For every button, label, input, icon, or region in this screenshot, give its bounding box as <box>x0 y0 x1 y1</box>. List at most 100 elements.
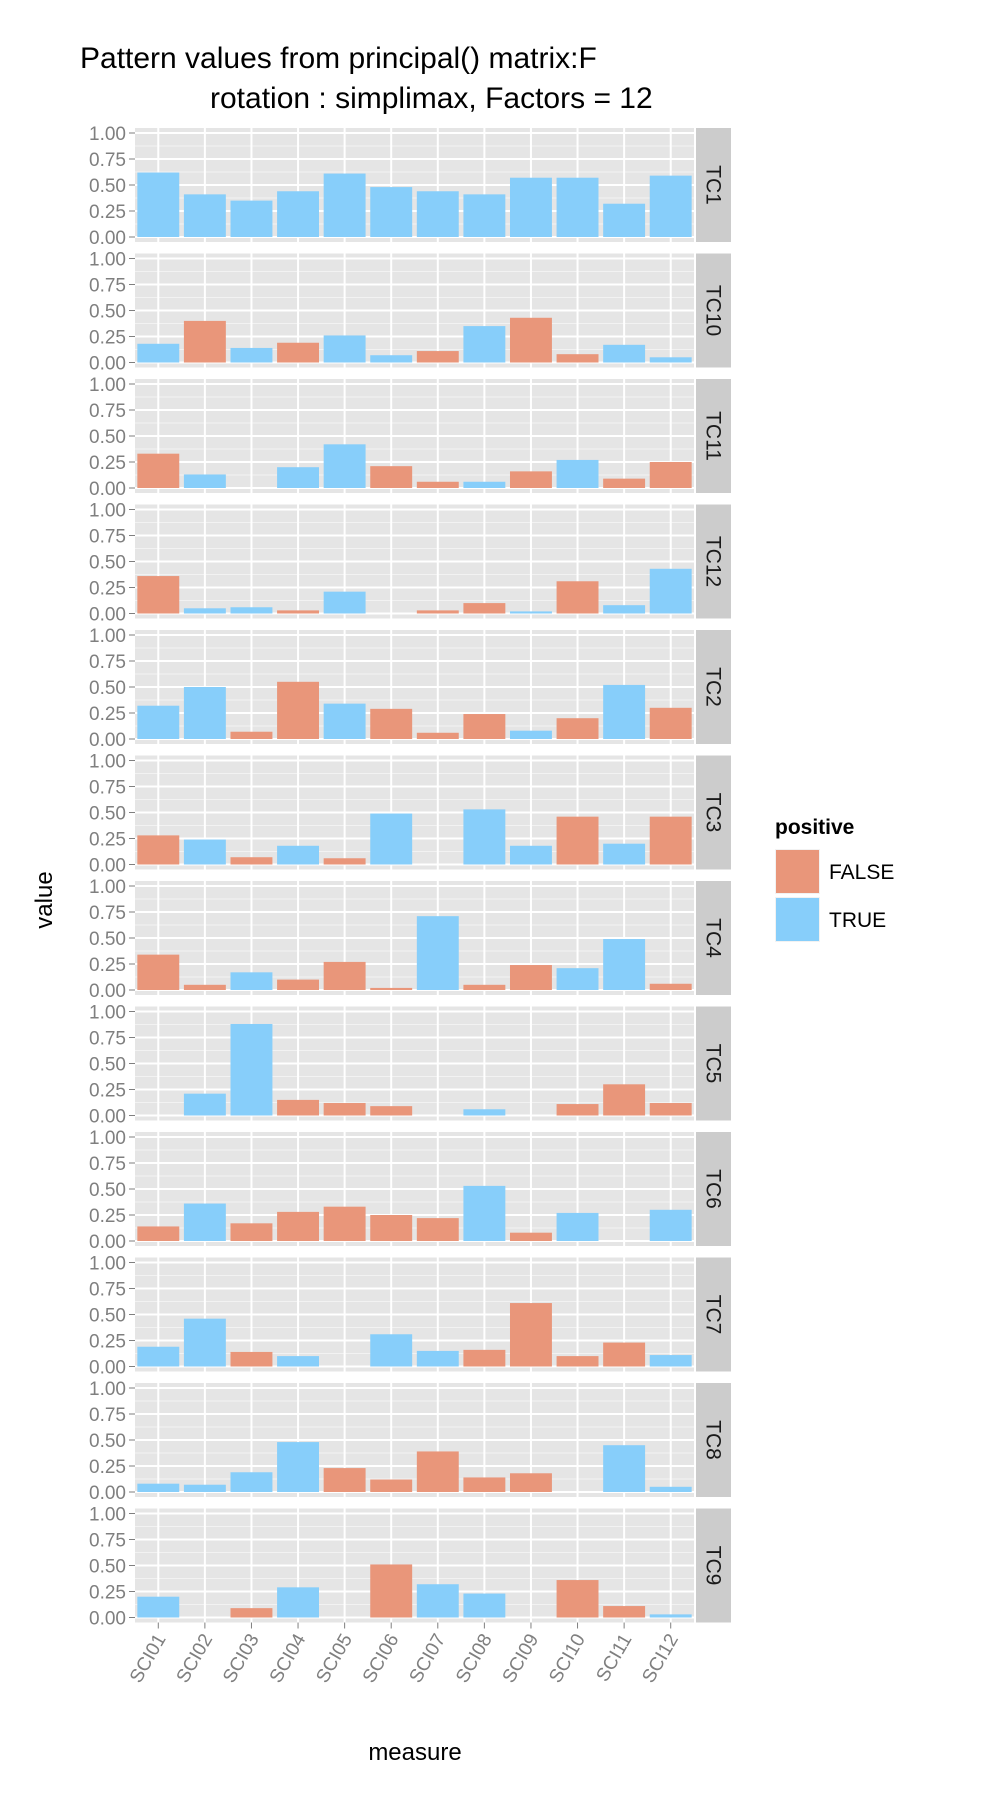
y-tick-label: 1.00 <box>89 1505 126 1526</box>
bar-tc1-sci03 <box>230 200 273 237</box>
facet-strip <box>696 128 731 242</box>
bar-tc11-sci08 <box>463 481 506 488</box>
x-tick-label: SCI09 <box>499 1631 544 1687</box>
bar-tc2-sci07 <box>416 732 459 739</box>
facet-panel-tc4: 0.00 0.25 0.50 0.75 1.00 TC4 <box>89 877 731 1002</box>
bar-tc9-sci01 <box>137 1596 180 1618</box>
y-axis-label: value <box>31 871 58 928</box>
bar-tc8-sci12 <box>649 1486 692 1492</box>
bar-tc1-sci11 <box>603 203 646 237</box>
y-tick-label: 0.00 <box>89 354 126 375</box>
bar-tc7-sci09 <box>509 1303 552 1367</box>
facet-strip <box>696 1006 731 1121</box>
y-tick-label: 0.00 <box>89 228 126 249</box>
x-tick-label: SCI07 <box>406 1631 451 1687</box>
facet-strip-label: TC12 <box>702 536 725 587</box>
y-tick-label: 0.25 <box>89 1332 126 1353</box>
chart-title-line2: rotation : simplimax, Factors = 12 <box>210 82 653 115</box>
legend-item-label: TRUE <box>829 909 886 932</box>
x-axis-label: measure <box>368 1739 461 1766</box>
y-tick-label: 0.75 <box>89 1531 126 1552</box>
y-tick-label: 0.75 <box>89 652 126 673</box>
bar-tc10-sci04 <box>277 342 320 363</box>
bar-tc11-sci09 <box>509 471 552 488</box>
bar-tc2-sci04 <box>277 681 320 739</box>
y-tick-label: 0.75 <box>89 401 126 422</box>
bar-tc3-sci06 <box>370 813 413 865</box>
bar-tc8-sci06 <box>370 1479 413 1492</box>
y-tick-label: 0.75 <box>89 276 126 297</box>
facet-strip <box>696 1132 731 1246</box>
y-tick-label: 0.25 <box>89 1583 126 1604</box>
bar-tc4-sci08 <box>463 984 506 990</box>
facet-strip-label: TC6 <box>702 1169 725 1209</box>
legend-title: positive <box>775 816 854 839</box>
facet-strip-label: TC3 <box>702 793 725 833</box>
y-tick-label: 0.50 <box>89 427 126 448</box>
bar-tc1-sci01 <box>137 172 180 237</box>
y-tick-label: 0.50 <box>89 1557 126 1578</box>
y-tick-label: 0.50 <box>89 302 126 323</box>
bar-tc10-sci01 <box>137 343 180 363</box>
bar-tc8-sci03 <box>230 1472 273 1492</box>
facet-strip-label: TC1 <box>702 165 725 205</box>
y-tick-label: 0.00 <box>89 1609 126 1630</box>
bar-tc6-sci09 <box>509 1232 552 1241</box>
y-tick-label: 0.00 <box>89 730 126 751</box>
bar-tc10-sci03 <box>230 347 273 363</box>
y-tick-label: 0.50 <box>89 1431 126 1452</box>
facet-panel-tc6: 0.00 0.25 0.50 0.75 1.00 TC6 <box>89 1128 731 1253</box>
bar-tc11-sci01 <box>137 453 180 488</box>
y-tick-label: 0.75 <box>89 1029 126 1050</box>
bar-tc1-sci09 <box>509 177 552 237</box>
bar-tc9-sci08 <box>463 1593 506 1618</box>
facet-panel-tc10: 0.00 0.25 0.50 0.75 1.00 TC10 <box>89 250 731 375</box>
bar-tc10-sci12 <box>649 357 692 363</box>
bar-tc5-sci03 <box>230 1023 273 1116</box>
y-tick-label: 0.25 <box>89 704 126 725</box>
y-tick-label: 0.75 <box>89 527 126 548</box>
y-tick-label: 0.25 <box>89 202 126 223</box>
bar-tc5-sci11 <box>603 1084 646 1116</box>
y-tick-label: 0.00 <box>89 1107 126 1128</box>
bar-tc5-sci04 <box>277 1099 320 1116</box>
bar-tc6-sci10 <box>556 1212 599 1241</box>
y-tick-label: 1.00 <box>89 501 126 522</box>
legend-item-label: FALSE <box>829 861 894 884</box>
bar-tc10-sci11 <box>603 344 646 363</box>
bar-tc10-sci09 <box>509 317 552 363</box>
bar-tc7-sci03 <box>230 1351 273 1367</box>
bar-tc5-sci05 <box>323 1103 366 1116</box>
bar-tc4-sci06 <box>370 987 413 990</box>
x-tick-label: SCI02 <box>173 1631 218 1687</box>
facet-strip-label: TC10 <box>702 285 725 336</box>
y-tick-label: 1.00 <box>89 877 126 898</box>
bar-tc3-sci09 <box>509 845 552 865</box>
bar-tc6-sci06 <box>370 1215 413 1241</box>
bar-tc2-sci06 <box>370 708 413 739</box>
facet-strip-label: TC8 <box>702 1420 725 1460</box>
bar-tc2-sci03 <box>230 731 273 739</box>
facet-panels: 0.00 0.25 0.50 0.75 1.00 TC1 0.00 0.25 0.50 0.75 1… <box>89 124 731 1630</box>
y-tick-label: 1.00 <box>89 1003 126 1024</box>
y-tick-label: 0.00 <box>89 856 126 877</box>
bar-tc2-sci08 <box>463 714 506 739</box>
bar-tc3-sci01 <box>137 835 180 865</box>
facet-panel-tc3: 0.00 0.25 0.50 0.75 1.00 TC3 <box>89 752 731 877</box>
facet-panel-tc12: 0.00 0.25 0.50 0.75 1.00 TC12 <box>89 501 731 626</box>
bar-tc3-sci02 <box>183 839 226 865</box>
facet-strip-label: TC2 <box>702 667 725 707</box>
bar-tc5-sci10 <box>556 1104 599 1116</box>
bar-tc8-sci02 <box>183 1484 226 1492</box>
bar-tc4-sci07 <box>416 916 459 990</box>
bar-tc8-sci09 <box>509 1473 552 1492</box>
facet-strip-label: TC9 <box>702 1546 725 1586</box>
y-tick-label: 1.00 <box>89 250 126 271</box>
bar-tc12-sci08 <box>463 603 506 614</box>
bar-tc3-sci04 <box>277 845 320 865</box>
bar-tc12-sci10 <box>556 581 599 614</box>
y-tick-label: 0.00 <box>89 1483 126 1504</box>
bar-tc4-sci01 <box>137 954 180 990</box>
bar-tc12-sci09 <box>509 611 552 614</box>
y-tick-label: 1.00 <box>89 375 126 396</box>
